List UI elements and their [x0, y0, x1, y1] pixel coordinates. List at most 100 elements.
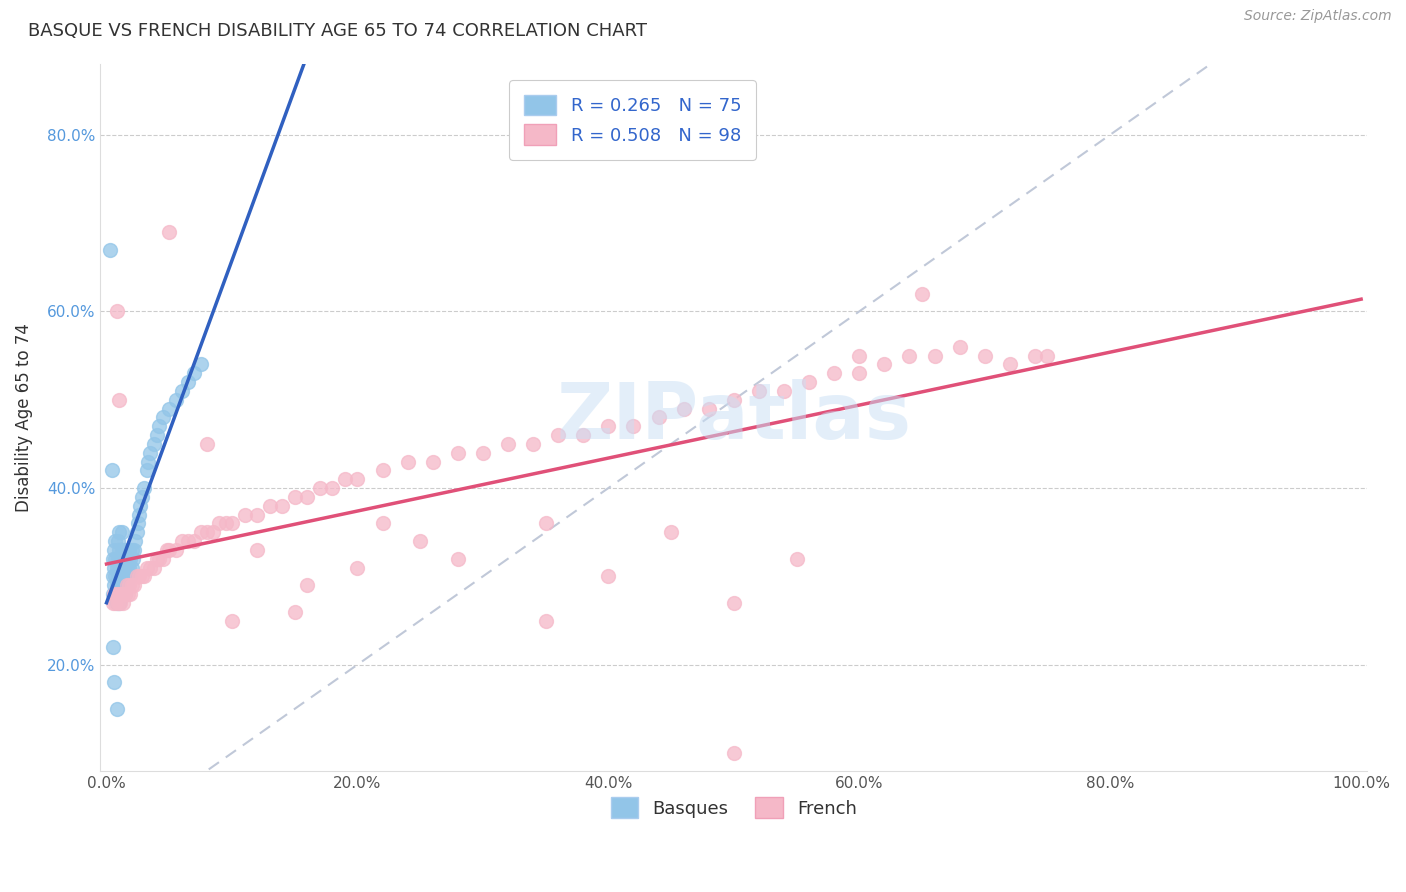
- Point: [124, 534, 146, 549]
- Point: [111, 587, 134, 601]
- Point: [129, 499, 152, 513]
- Point: [215, 516, 238, 531]
- Point: [110, 587, 132, 601]
- Point: [108, 542, 131, 557]
- Point: [447, 446, 470, 460]
- Point: [105, 578, 128, 592]
- Point: [108, 578, 131, 592]
- Point: [100, 463, 122, 477]
- Point: [346, 472, 368, 486]
- Point: [114, 551, 136, 566]
- Point: [118, 578, 141, 592]
- Point: [157, 225, 180, 239]
- Point: [409, 534, 432, 549]
- Point: [873, 357, 896, 371]
- Point: [190, 525, 212, 540]
- Point: [112, 560, 135, 574]
- Point: [110, 578, 132, 592]
- Point: [522, 437, 544, 451]
- Point: [134, 569, 156, 583]
- Point: [183, 534, 205, 549]
- Point: [108, 596, 131, 610]
- Point: [848, 366, 870, 380]
- Point: [496, 437, 519, 451]
- Point: [246, 542, 269, 557]
- Point: [110, 551, 132, 566]
- Point: [183, 366, 205, 380]
- Point: [156, 542, 179, 557]
- Point: [797, 375, 820, 389]
- Point: [131, 490, 153, 504]
- Point: [104, 587, 127, 601]
- Point: [697, 401, 720, 416]
- Point: [572, 428, 595, 442]
- Point: [101, 640, 124, 654]
- Point: [623, 419, 645, 434]
- Point: [121, 560, 143, 574]
- Point: [195, 437, 218, 451]
- Point: [114, 569, 136, 583]
- Point: [118, 542, 141, 557]
- Point: [396, 454, 419, 468]
- Point: [1036, 349, 1059, 363]
- Point: [998, 357, 1021, 371]
- Point: [101, 587, 124, 601]
- Point: [297, 578, 319, 592]
- Point: [128, 508, 150, 522]
- Point: [115, 560, 138, 574]
- Point: [233, 508, 256, 522]
- Point: [148, 419, 170, 434]
- Point: [271, 499, 294, 513]
- Point: [598, 569, 620, 583]
- Point: [898, 349, 921, 363]
- Point: [107, 569, 129, 583]
- Point: [139, 446, 162, 460]
- Point: [103, 542, 125, 557]
- Point: [422, 454, 444, 468]
- Point: [202, 525, 225, 540]
- Point: [121, 542, 143, 557]
- Point: [973, 349, 995, 363]
- Point: [125, 525, 148, 540]
- Point: [105, 702, 128, 716]
- Point: [120, 551, 142, 566]
- Point: [128, 569, 150, 583]
- Point: [107, 534, 129, 549]
- Point: [165, 542, 187, 557]
- Point: [371, 463, 394, 477]
- Point: [136, 454, 159, 468]
- Point: [371, 516, 394, 531]
- Point: [101, 551, 124, 566]
- Point: [108, 392, 131, 407]
- Point: [121, 578, 143, 592]
- Point: [672, 401, 695, 416]
- Point: [122, 551, 145, 566]
- Point: [647, 410, 669, 425]
- Text: ZIPatlas: ZIPatlas: [557, 379, 911, 456]
- Point: [195, 525, 218, 540]
- Point: [108, 587, 131, 601]
- Point: [723, 596, 745, 610]
- Point: [547, 428, 569, 442]
- Point: [120, 587, 142, 601]
- Point: [112, 542, 135, 557]
- Point: [105, 304, 128, 318]
- Point: [104, 551, 127, 566]
- Point: [748, 384, 770, 398]
- Point: [333, 472, 356, 486]
- Point: [135, 463, 157, 477]
- Point: [103, 587, 125, 601]
- Point: [145, 551, 167, 566]
- Point: [115, 578, 138, 592]
- Point: [117, 551, 139, 566]
- Point: [111, 551, 134, 566]
- Point: [1024, 349, 1046, 363]
- Point: [911, 286, 934, 301]
- Point: [117, 569, 139, 583]
- Point: [471, 446, 494, 460]
- Point: [148, 551, 170, 566]
- Point: [104, 569, 127, 583]
- Point: [134, 481, 156, 495]
- Point: [114, 587, 136, 601]
- Point: [786, 551, 808, 566]
